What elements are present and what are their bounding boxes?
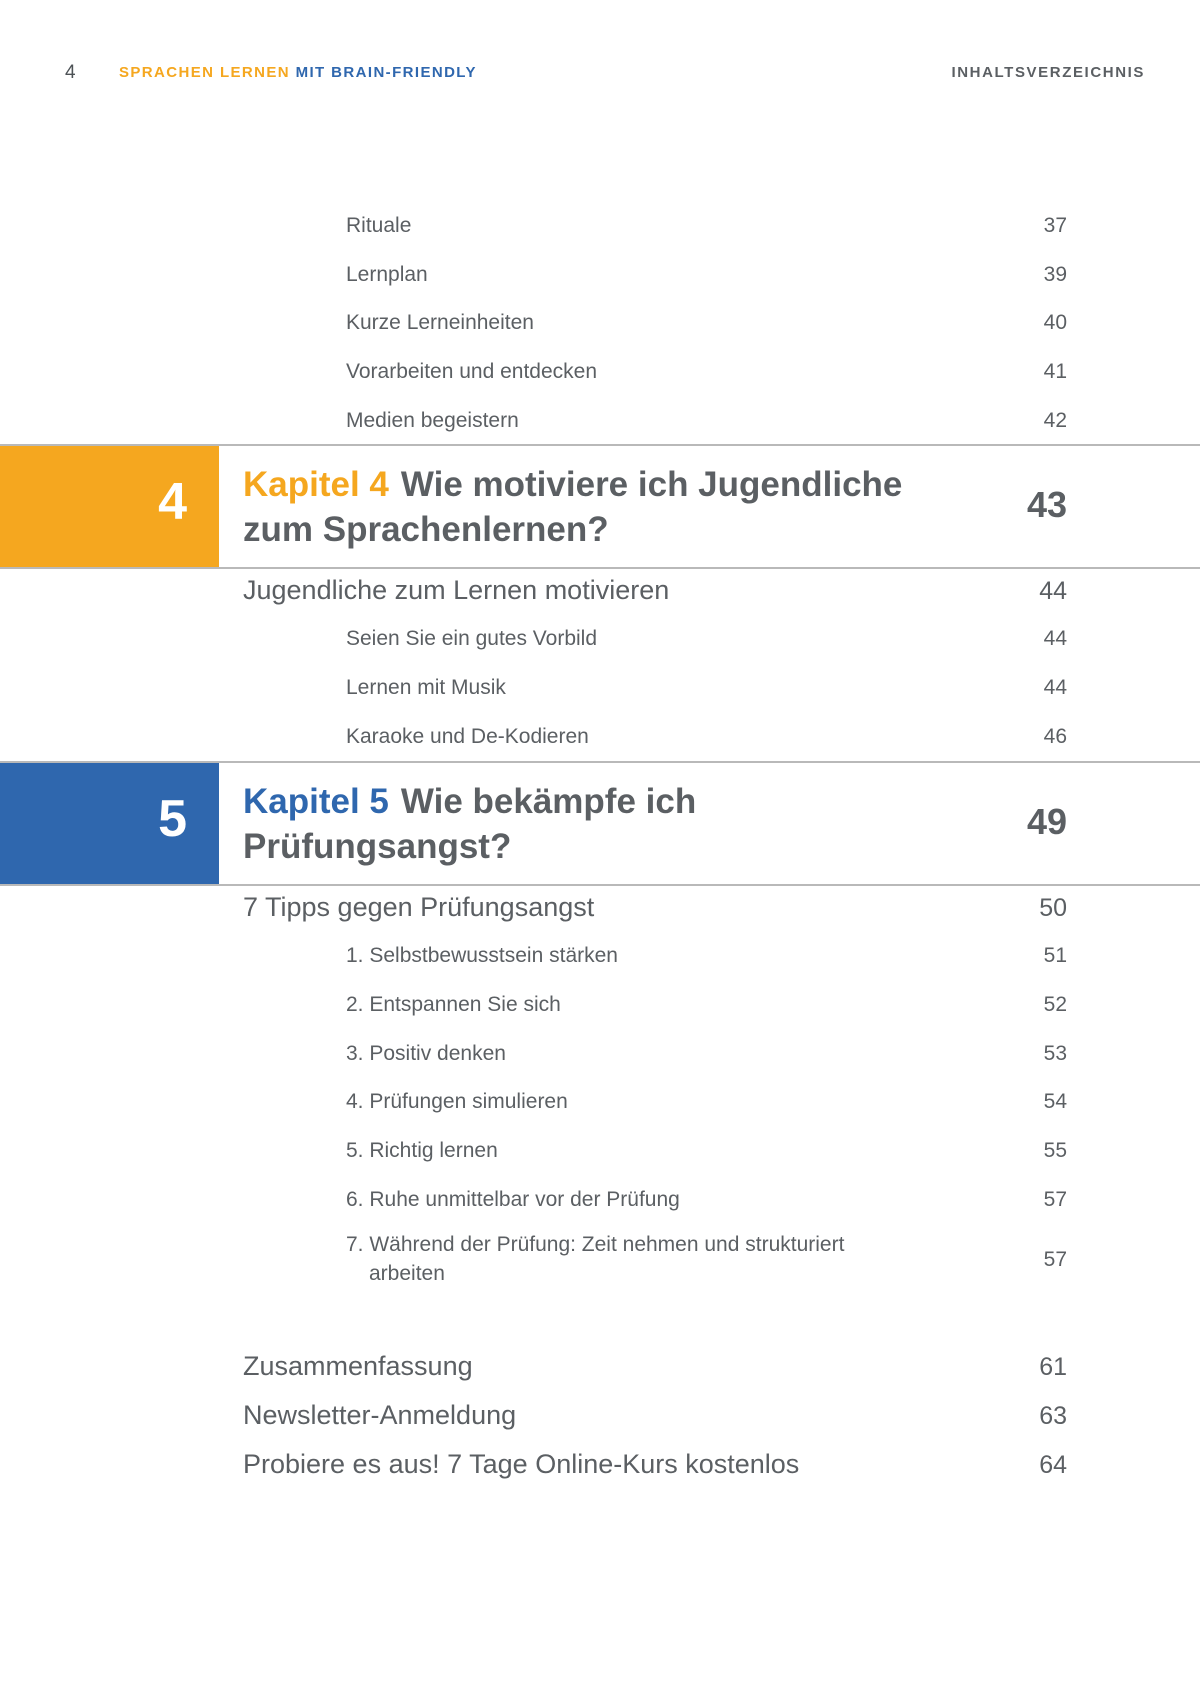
- toc-entry-label: Kurze Lerneinheiten: [346, 311, 534, 334]
- toc-entry[interactable]: 6. Ruhe unmittelbar vor der Prüfung 57: [0, 1188, 1200, 1218]
- chapter-page: 49: [1026, 801, 1067, 842]
- toc-entry-page: 57: [1043, 1188, 1067, 1211]
- toc-entry-label: Seien Sie ein gutes Vorbild: [346, 627, 598, 650]
- toc-entry-label: 2. Entspannen Sie sich: [346, 993, 561, 1016]
- divider: [0, 884, 1200, 886]
- toc-entry[interactable]: Medien begeistern 42: [0, 409, 1200, 439]
- chapter-title: Kapitel 5 Wie bekämpfe ich Prüfungsangst?: [243, 779, 963, 869]
- chapter-4-heading[interactable]: 4 Kapitel 4 Wie motiviere ich Jugendliche…: [0, 446, 1200, 568]
- toc-entry-page: 57: [1043, 1248, 1067, 1271]
- chapter-badge-number: 4: [158, 473, 187, 531]
- toc-section[interactable]: Zusammenfassung 61: [0, 1351, 1200, 1387]
- toc-entry[interactable]: 2. Entspannen Sie sich 52: [0, 993, 1200, 1023]
- toc-section[interactable]: Probiere es aus! 7 Tage Online-Kurs kost…: [0, 1449, 1200, 1485]
- toc-entry-label: 1. Selbstbewusstsein stärken: [346, 944, 618, 967]
- chapter-5-heading[interactable]: 5 Kapitel 5 Wie bekämpfe ich Prüfungsangs…: [0, 763, 1200, 885]
- divider: [0, 567, 1200, 569]
- toc-entry[interactable]: 3. Positiv denken 53: [0, 1042, 1200, 1072]
- page-number: 4: [65, 62, 76, 83]
- divider: [0, 444, 1200, 446]
- chapter-title-line1: Wie motiviere ich Jugendliche: [400, 465, 903, 504]
- toc-entry-page: 44: [1043, 627, 1067, 650]
- toc-section-page: 64: [1039, 1451, 1067, 1479]
- toc-entry-label-line1: 7. Während der Prüfung: Zeit nehmen und …: [346, 1233, 845, 1256]
- toc-entry-page: 42: [1043, 409, 1067, 432]
- toc-entry-label: 7. Während der Prüfung: Zeit nehmen und …: [346, 1230, 844, 1288]
- running-title-part2: MIT BRAIN-FRIENDLY: [295, 64, 477, 81]
- toc-entry[interactable]: Rituale 37: [0, 214, 1200, 244]
- toc-section-label: 7 Tipps gegen Prüfungsangst: [243, 892, 595, 922]
- toc-entry-label: Karaoke und De-Kodieren: [346, 725, 589, 748]
- toc-section[interactable]: Newsletter-Anmeldung 63: [0, 1400, 1200, 1436]
- toc-entry-label: Rituale: [346, 214, 412, 237]
- toc-entry-page: 39: [1043, 263, 1067, 286]
- toc-entry[interactable]: Kurze Lerneinheiten 40: [0, 311, 1200, 341]
- chapter-badge: 5: [0, 763, 219, 885]
- chapter-label: Kapitel 5: [243, 782, 389, 821]
- toc-entry[interactable]: 5. Richtig lernen 55: [0, 1139, 1200, 1169]
- toc-entry[interactable]: Lernen mit Musik 44: [0, 676, 1200, 706]
- toc-entry[interactable]: 7. Während der Prüfung: Zeit nehmen und …: [0, 1230, 1200, 1290]
- chapter-title-line2: Prüfungsangst?: [243, 827, 512, 866]
- toc-entry-page: 37: [1043, 214, 1067, 237]
- toc-section-label: Zusammenfassung: [243, 1351, 473, 1381]
- toc-entry-label: 4. Prüfungen simulieren: [346, 1090, 568, 1113]
- toc-entry[interactable]: 4. Prüfungen simulieren 54: [0, 1090, 1200, 1120]
- page-header: 4 SPRACHEN LERNEN MIT BRAIN-FRIENDLY INH…: [0, 62, 1200, 86]
- toc-section-page: 50: [1039, 894, 1067, 922]
- toc-entry-page: 40: [1043, 311, 1067, 334]
- toc-entry[interactable]: Lernplan 39: [0, 263, 1200, 293]
- toc-entry-page: 41: [1043, 360, 1067, 383]
- chapter-page: 43: [1026, 484, 1067, 525]
- toc-section[interactable]: 7 Tipps gegen Prüfungsangst 50: [0, 892, 1200, 928]
- divider: [0, 761, 1200, 763]
- toc-section-page: 63: [1039, 1402, 1067, 1430]
- toc-entry-label: Medien begeistern: [346, 409, 519, 432]
- toc-section-label: Probiere es aus! 7 Tage Online-Kurs kost…: [243, 1449, 800, 1479]
- toc-section-label: Jugendliche zum Lernen motivieren: [243, 575, 670, 605]
- toc-entry[interactable]: 1. Selbstbewusstsein stärken 51: [0, 944, 1200, 974]
- toc-entry[interactable]: Vorarbeiten und entdecken 41: [0, 360, 1200, 390]
- chapter-title-line1: Wie bekämpfe ich: [400, 782, 697, 821]
- toc-entry-label: 5. Richtig lernen: [346, 1139, 498, 1162]
- toc-entry-label: Lernen mit Musik: [346, 676, 506, 699]
- toc-entry-page: 51: [1043, 944, 1067, 967]
- toc-section[interactable]: Jugendliche zum Lernen motivieren 44: [0, 575, 1200, 611]
- toc-entry-page: 46: [1043, 725, 1067, 748]
- toc-entry-label: 3. Positiv denken: [346, 1042, 506, 1065]
- toc-entry-label-line2: arbeiten: [369, 1262, 445, 1285]
- toc-entry-page: 44: [1043, 676, 1067, 699]
- toc-entry-page: 53: [1043, 1042, 1067, 1065]
- running-title: SPRACHEN LERNEN MIT BRAIN-FRIENDLY: [119, 64, 477, 81]
- chapter-title-line2: zum Sprachenlernen?: [243, 510, 609, 549]
- toc-entry[interactable]: Seien Sie ein gutes Vorbild 44: [0, 627, 1200, 657]
- toc-entry-page: 52: [1043, 993, 1067, 1016]
- toc-entry-label: Vorarbeiten und entdecken: [346, 360, 598, 383]
- toc-entry[interactable]: Karaoke und De-Kodieren 46: [0, 725, 1200, 755]
- chapter-label: Kapitel 4: [243, 465, 389, 504]
- toc-entry-label: Lernplan: [346, 263, 428, 286]
- running-title-part1: SPRACHEN LERNEN: [119, 64, 291, 81]
- chapter-badge-number: 5: [158, 790, 187, 848]
- toc-entry-label: 6. Ruhe unmittelbar vor der Prüfung: [346, 1188, 680, 1211]
- toc-section-page: 61: [1039, 1353, 1067, 1381]
- chapter-title: Kapitel 4 Wie motiviere ich Jugendliche z…: [243, 462, 963, 552]
- toc-section-page: 44: [1039, 577, 1067, 605]
- section-label: INHALTSVERZEICHNIS: [951, 64, 1145, 81]
- chapter-badge: 4: [0, 446, 219, 568]
- toc-section-label: Newsletter-Anmeldung: [243, 1400, 517, 1430]
- toc-entry-page: 54: [1043, 1090, 1067, 1113]
- toc-entry-page: 55: [1043, 1139, 1067, 1162]
